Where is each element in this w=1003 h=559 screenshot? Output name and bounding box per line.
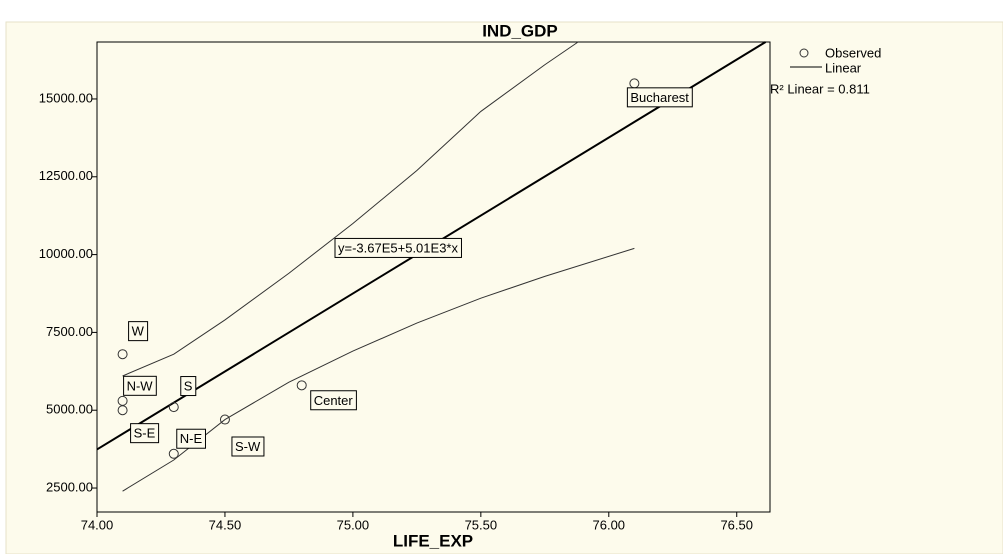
point-label-box xyxy=(123,375,157,396)
confidence-curve xyxy=(122,41,579,377)
x-tick-label: 74.50 xyxy=(209,517,242,532)
data-point xyxy=(168,448,179,459)
point-label: N-W xyxy=(127,378,154,393)
y-tick-label: 12500.00 xyxy=(39,168,93,183)
chart-title: IND_GDP xyxy=(482,21,558,40)
point-label-box xyxy=(626,87,693,108)
y-tick-label: 15000.00 xyxy=(39,90,93,105)
x-tick-label: 75.50 xyxy=(465,517,498,532)
data-point xyxy=(219,414,230,425)
point-label: W xyxy=(132,324,145,339)
point-label: Center xyxy=(314,393,354,408)
x-tick-label: 75.00 xyxy=(337,517,370,532)
y-tick-label: 10000.00 xyxy=(39,246,93,261)
y-tick-label: 7500.00 xyxy=(46,324,93,339)
point-label-box xyxy=(310,390,357,411)
x-tick-label: 76.00 xyxy=(593,517,626,532)
equation-label: y=-3.67E5+5.01E3*x xyxy=(338,240,458,255)
point-label: N-E xyxy=(180,431,203,446)
point-label-box xyxy=(180,376,197,397)
equation-label-box xyxy=(334,237,462,258)
x-tick-label: 76.50 xyxy=(720,517,753,532)
point-label: Bucharest xyxy=(630,90,689,105)
r2-label: R² Linear = 0.811 xyxy=(770,81,870,96)
point-label-box xyxy=(231,436,265,457)
point-label: S-E xyxy=(134,426,156,441)
plot-frame xyxy=(96,41,771,513)
data-point xyxy=(117,405,128,416)
point-label: S xyxy=(184,379,193,394)
data-point xyxy=(296,380,307,391)
y-tick-label: 2500.00 xyxy=(46,479,93,494)
legend-marker xyxy=(799,48,809,58)
point-label-box xyxy=(130,423,160,444)
point-label-box xyxy=(176,428,206,449)
point-label: S-W xyxy=(235,439,261,454)
x-tick-label: 74.00 xyxy=(81,517,114,532)
data-point xyxy=(117,349,128,360)
legend-label: Observed xyxy=(825,45,881,60)
y-tick-label: 5000.00 xyxy=(46,402,93,417)
point-label-box xyxy=(128,321,149,342)
legend-label: Linear xyxy=(825,60,862,75)
data-point xyxy=(168,402,179,413)
chart-background xyxy=(5,21,1003,555)
x-axis-title: LIFE_EXP xyxy=(393,531,473,550)
